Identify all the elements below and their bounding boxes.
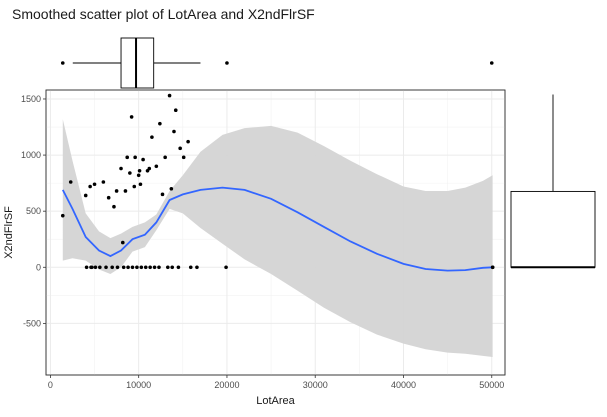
data-point [138,182,143,187]
data-point [93,265,98,270]
y-tick-label: -500 [23,318,41,328]
data-point [150,135,154,139]
y-tick-label: 0 [36,262,41,272]
y-tick-label: 1000 [21,150,41,160]
data-point [188,265,193,270]
data-point [83,193,88,198]
data-point [170,265,175,270]
data-point [154,164,159,169]
data-point [104,265,108,270]
x-axis-title: LotArea [256,395,295,407]
plot-border [45,89,506,376]
x-box-outlier [489,61,494,65]
data-point [60,213,65,218]
data-point-edge [490,265,495,270]
data-point [160,192,165,197]
data-point [129,115,134,119]
x-tick-label: 30000 [303,380,328,390]
x-box-outlier [60,61,65,65]
confidence-band [62,119,493,357]
data-point [172,129,176,134]
data-point [137,168,142,173]
data-point [133,155,137,160]
chart-title: Smoothed scatter plot of LotArea and X2n… [12,6,315,22]
x-tick-label: 20000 [214,380,239,390]
data-point [126,265,130,270]
data-point [173,108,178,112]
x-box-outlier [225,61,229,65]
data-point [167,93,172,98]
x-box [120,37,155,89]
data-point [123,189,128,193]
data-point [152,265,157,270]
data-point [89,265,93,270]
x-tick-label: 10000 [126,380,151,390]
data-point [163,155,167,160]
data-point [88,184,92,189]
data-point [119,166,123,171]
data-point [158,121,162,126]
x-tick-label: 0 [48,380,53,390]
data-point [125,155,130,160]
data-point [101,180,106,184]
data-point [130,265,135,270]
data-point [84,265,89,270]
data-point [132,184,137,189]
smooth-line [61,186,493,272]
data-point [112,204,116,209]
data-point [195,265,199,270]
data-point [186,139,190,144]
y-tick-label: 500 [26,206,41,216]
y-axis-title: X2ndFlrSF [3,206,15,259]
data-point [92,182,97,187]
data-point [139,265,144,270]
data-point [141,157,145,162]
data-point [98,265,102,270]
data-point [128,171,132,175]
data-point [136,173,141,178]
data-point [143,265,148,270]
data-point [176,265,181,270]
data-point [110,265,115,270]
data-point [166,265,170,270]
data-point [224,265,228,270]
data-point [121,265,126,270]
data-point [181,155,186,160]
data-point [169,186,174,191]
data-point [106,195,111,200]
data-point [147,166,152,171]
data-point [115,265,120,270]
data-point [178,146,182,151]
x-tick-label: 50000 [479,380,504,390]
y-tick-label: 1500 [21,94,41,104]
data-point [68,180,73,184]
data-point [114,189,119,193]
y-box [510,190,596,268]
data-point [135,265,139,270]
x-tick-label: 40000 [391,380,416,390]
data-point [148,265,152,270]
data-point [120,240,125,245]
data-point [157,265,161,270]
